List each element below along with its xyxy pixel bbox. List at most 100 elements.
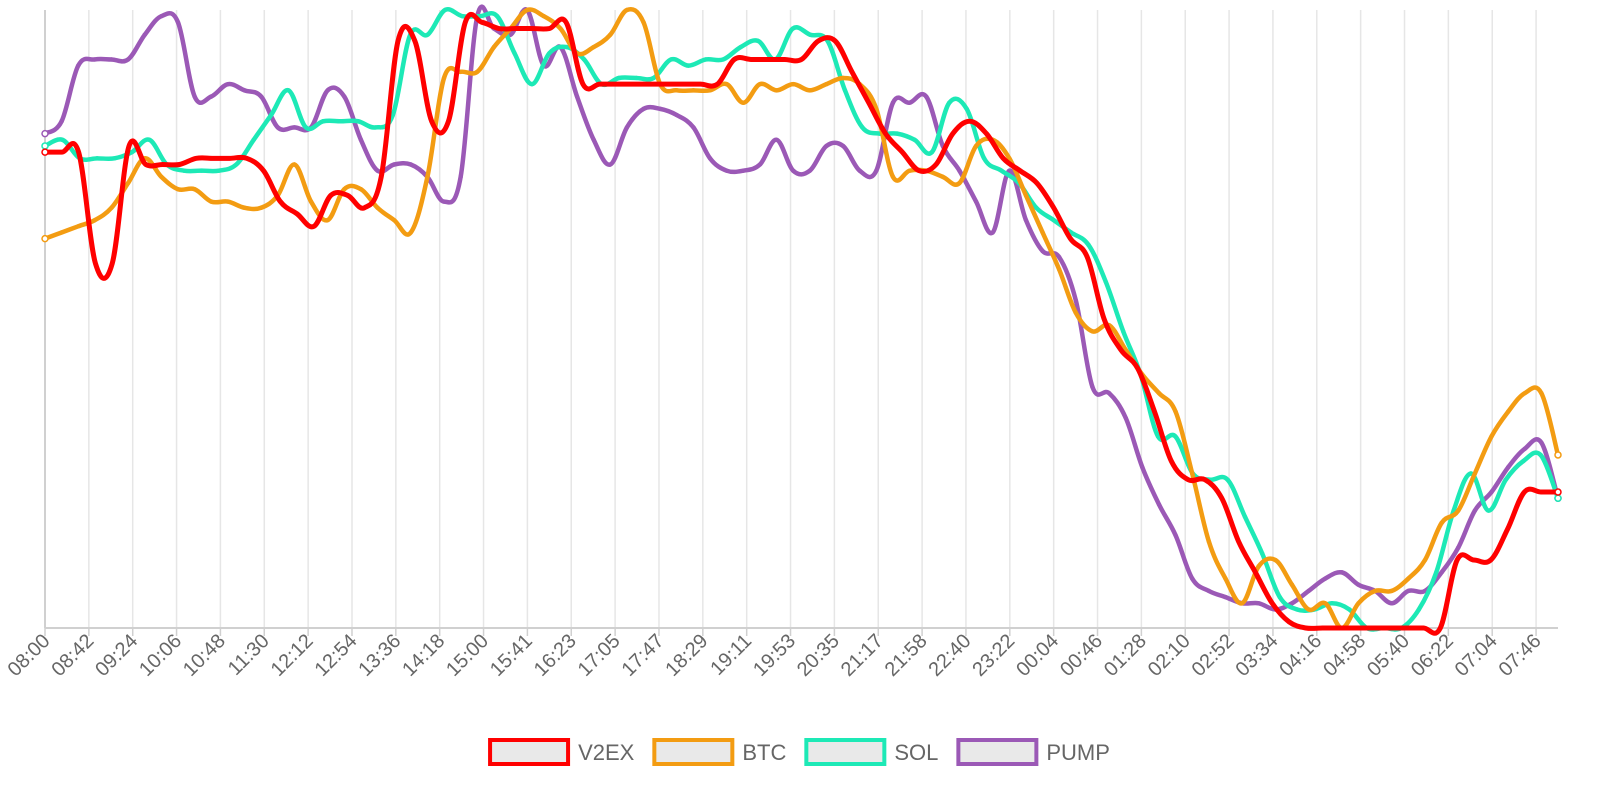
data-point-btc-67 <box>1156 390 1162 396</box>
data-point-v2ex-20 <box>379 174 384 180</box>
x-tick-label: 08:42 <box>47 630 98 681</box>
data-point-sol-43 <box>790 26 795 31</box>
x-tick-label: 16:23 <box>530 630 581 681</box>
data-point-pump-76 <box>1306 588 1311 594</box>
data-point-sol-20 <box>390 112 396 118</box>
data-point-sol-50 <box>912 137 917 142</box>
legend-item-pump[interactable]: PUMP <box>956 738 1110 766</box>
data-point-pump-1 <box>59 119 64 124</box>
data-point-btc-29 <box>524 7 530 13</box>
x-tick-label: 22:40 <box>925 630 976 681</box>
data-point-btc-46 <box>807 88 813 93</box>
data-point-v2ex-48 <box>849 69 855 75</box>
data-point-v2ex-79 <box>1370 625 1376 631</box>
data-point-pump-55 <box>957 168 962 173</box>
data-point-btc-7 <box>159 174 164 180</box>
data-point-btc-16 <box>308 199 314 204</box>
data-point-v2ex-35 <box>631 81 636 87</box>
data-point-btc-26 <box>475 69 480 75</box>
data-point-pump-49 <box>857 168 862 173</box>
data-point-v2ex-11 <box>227 156 233 161</box>
data-point-btc-39 <box>691 88 696 93</box>
data-point-btc-73 <box>1256 564 1261 569</box>
data-point-v2ex-3 <box>93 261 98 266</box>
data-point-v2ex-77 <box>1337 625 1342 631</box>
data-point-btc-5 <box>125 180 131 186</box>
legend[interactable]: V2EX BTC SOL PUMP <box>488 738 1110 766</box>
data-point-v2ex-53 <box>933 162 939 167</box>
data-point-v2ex-90 <box>1554 488 1562 496</box>
x-tick-labels: 08:0008:4209:2410:0610:4811:3012:1212:54… <box>4 630 1546 681</box>
data-point-v2ex-28 <box>513 26 518 31</box>
data-point-pump-71 <box>1223 594 1228 600</box>
x-tick-label: 07:04 <box>1451 630 1502 681</box>
data-point-sol-37 <box>686 63 691 68</box>
data-point-v2ex-81 <box>1404 625 1409 631</box>
series-line-pump <box>42 4 1561 612</box>
data-point-btc-75 <box>1289 582 1295 587</box>
data-point-pump-4 <box>109 57 114 62</box>
legend-item-btc[interactable]: BTC <box>652 738 786 766</box>
data-point-pump-69 <box>1190 576 1195 581</box>
data-point-v2ex-39 <box>698 81 703 87</box>
data-point-sol-64 <box>1155 434 1161 439</box>
data-point-pump-0 <box>41 129 49 138</box>
data-point-sol-41 <box>755 38 761 44</box>
data-point-pump-44 <box>774 137 779 142</box>
data-point-sol-15 <box>303 125 309 130</box>
data-point-pump-51 <box>890 100 896 105</box>
data-point-pump-82 <box>1406 588 1411 594</box>
data-point-pump-61 <box>1057 255 1062 260</box>
x-tick-label: 19:11 <box>706 630 756 680</box>
data-point-sol-51 <box>929 149 935 155</box>
data-point-v2ex-71 <box>1236 539 1241 544</box>
data-point-v2ex-37 <box>664 81 670 87</box>
data-point-btc-4 <box>109 205 114 210</box>
data-point-v2ex-38 <box>681 81 687 87</box>
x-tick-label: 17:47 <box>618 630 669 681</box>
data-point-pump-5 <box>125 57 131 62</box>
data-point-sol-80 <box>1434 570 1439 575</box>
data-point-btc-24 <box>441 75 447 81</box>
data-point-btc-48 <box>840 75 846 81</box>
data-point-pump-39 <box>691 125 696 130</box>
data-point-sol-17 <box>338 119 343 124</box>
data-point-pump-33 <box>591 137 596 142</box>
data-point-btc-33 <box>591 44 596 50</box>
data-point-v2ex-80 <box>1387 625 1393 631</box>
data-point-v2ex-78 <box>1354 625 1359 631</box>
data-point-sol-8 <box>181 168 187 173</box>
x-tick-label: 09:24 <box>91 630 142 681</box>
data-point-v2ex-60 <box>1051 205 1056 210</box>
legend-item-sol[interactable]: SOL <box>804 738 938 766</box>
data-point-btc-47 <box>824 81 829 87</box>
data-point-pump-89 <box>1522 446 1527 451</box>
data-point-btc-69 <box>1190 471 1195 476</box>
data-point-btc-45 <box>790 81 796 87</box>
data-point-v2ex-46 <box>816 38 821 44</box>
data-point-pump-10 <box>209 94 214 99</box>
data-point-pump-41 <box>724 168 729 173</box>
data-point-pump-8 <box>175 20 181 25</box>
data-point-btc-18 <box>342 187 347 192</box>
data-point-sol-14 <box>286 88 291 93</box>
data-point-btc-3 <box>92 217 98 223</box>
data-point-pump-85 <box>1456 545 1461 550</box>
data-point-pump-79 <box>1356 582 1361 587</box>
data-point-btc-80 <box>1372 588 1378 594</box>
data-point-sol-35 <box>651 75 656 81</box>
data-point-btc-85 <box>1456 508 1461 513</box>
data-point-pump-46 <box>807 168 813 173</box>
data-point-sol-13 <box>268 112 274 118</box>
data-point-v2ex-61 <box>1068 236 1073 241</box>
data-point-v2ex-58 <box>1017 168 1023 173</box>
data-point-btc-34 <box>608 32 613 37</box>
data-point-pump-63 <box>1090 384 1095 390</box>
legend-swatch-sol <box>804 738 887 766</box>
data-point-btc-10 <box>209 199 214 204</box>
legend-item-v2ex[interactable]: V2EX <box>488 738 635 766</box>
data-point-v2ex-5 <box>126 143 132 149</box>
x-tick-label: 08:00 <box>4 630 55 681</box>
data-point-sol-83 <box>1486 508 1491 513</box>
x-tick-label: 07:46 <box>1495 630 1546 681</box>
